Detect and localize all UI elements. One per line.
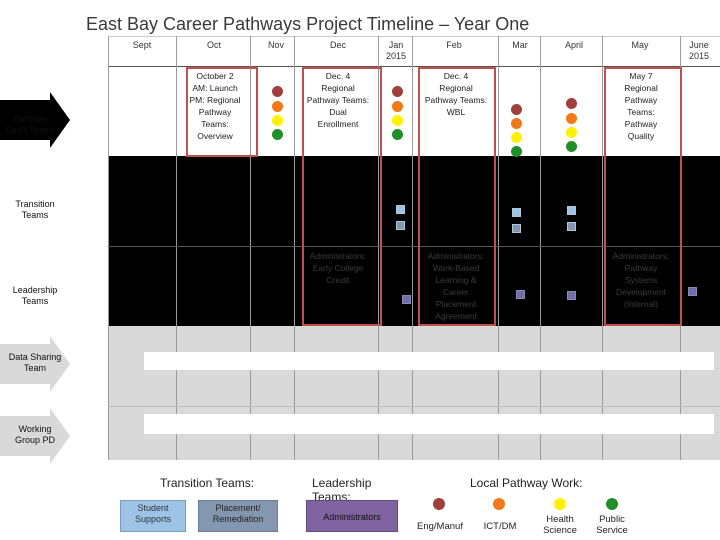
sq-admin-jan <box>402 295 411 304</box>
legend-administrators: Administrators <box>306 500 398 532</box>
dot-ict-mar <box>511 118 522 129</box>
sq-student-jan <box>396 205 405 214</box>
legend-eng-label: Eng/Manuf <box>417 521 463 532</box>
row-transition <box>108 156 720 246</box>
month-nov: Nov <box>267 40 284 50</box>
month-jan: Jan 2015 <box>385 40 407 61</box>
dot-ict-april <box>566 113 577 124</box>
sq-admin-mar <box>516 290 525 299</box>
row-pathway <box>108 66 720 157</box>
sq-placement-april <box>567 222 576 231</box>
month-dec: Dec <box>329 40 346 50</box>
working-bar <box>144 414 714 434</box>
legend-public-dot <box>606 498 618 510</box>
sq-placement-jan <box>396 221 405 230</box>
sq-placement-mar <box>512 224 521 233</box>
dot-health-nov <box>272 115 283 126</box>
month-oct: Oct <box>206 40 221 50</box>
event-box-may <box>604 67 682 326</box>
event-oct: October 2 AM: Launch PM: Regional Pathway Te… <box>189 71 241 141</box>
event-box-oct <box>186 67 258 157</box>
dot-health-mar <box>511 132 522 143</box>
legend-health-label: Health Science <box>543 514 577 536</box>
month-april: April <box>564 40 583 50</box>
dot-ict-nov <box>272 101 283 112</box>
leadership-event-dec: Administrators: Early College Credit <box>309 251 367 285</box>
page-title: East Bay Career Pathways Project Timelin… <box>86 14 530 34</box>
month-sept: Sept <box>132 40 152 50</box>
datasharing-row-label: Data Sharing Team <box>8 352 62 373</box>
dot-public-mar <box>511 146 522 157</box>
leadership-event-may: Administrators: Pathway Systems Development… <box>612 251 670 309</box>
event-may: May 7 Regional Pathway Teams: Pathway Quality <box>624 71 658 141</box>
dot-public-jan <box>392 129 403 140</box>
legend-student-supports: Student Supports <box>120 500 186 532</box>
leadership-row-label: Leadership Teams <box>12 285 58 306</box>
transition-arrow <box>0 183 70 239</box>
legend-local-title: Local Pathway Work: <box>470 476 583 490</box>
month-feb: Feb <box>446 40 462 50</box>
legend-ict-dot <box>493 498 505 510</box>
legend-public-label: Public Service <box>596 514 628 536</box>
dot-public-nov <box>272 129 283 140</box>
dot-health-jan <box>392 115 403 126</box>
legend-placement: Placement/Remediation <box>198 500 278 532</box>
event-box-feb <box>418 67 496 326</box>
row-leadership <box>108 246 720 326</box>
pathway-row-label: Pathway Dev't Teams <box>6 114 56 135</box>
sq-admin-june <box>688 287 697 296</box>
leadership-arrow <box>0 268 70 324</box>
dot-public-april <box>566 141 577 152</box>
month-header <box>108 36 720 66</box>
event-box-dec <box>302 67 382 326</box>
month-june: June 2015 <box>688 40 710 61</box>
event-feb: Dec. 4 Regional Pathway Teams: WBL <box>424 71 488 117</box>
dot-eng-april <box>566 98 577 109</box>
legend-health-dot <box>554 498 566 510</box>
event-dec: Dec. 4 Regional Pathway Teams: Dual Enrollme… <box>306 71 370 129</box>
sq-student-april <box>567 206 576 215</box>
datasharing-arrow <box>0 336 70 392</box>
dot-eng-nov <box>272 86 283 97</box>
transition-row-label: Transition Teams <box>15 199 55 220</box>
pathway-arrow <box>0 92 70 148</box>
dot-eng-jan <box>392 86 403 97</box>
month-mar: Mar <box>512 40 528 50</box>
legend-eng-dot <box>433 498 445 510</box>
month-may: May <box>631 40 649 50</box>
working-row-label: Working Group PD <box>14 424 56 445</box>
dot-eng-mar <box>511 104 522 115</box>
sq-student-mar <box>512 208 521 217</box>
sq-admin-april <box>567 291 576 300</box>
legend-ict-label: ICT/DM <box>483 521 517 532</box>
legend-transition-title: Transition Teams: <box>160 476 255 490</box>
datasharing-bar <box>144 352 714 370</box>
working-arrow <box>0 408 70 464</box>
leadership-event-feb: Administrators: Work-Based Learning & Caree… <box>427 251 485 321</box>
dot-ict-jan <box>392 101 403 112</box>
dot-health-april <box>566 127 577 138</box>
